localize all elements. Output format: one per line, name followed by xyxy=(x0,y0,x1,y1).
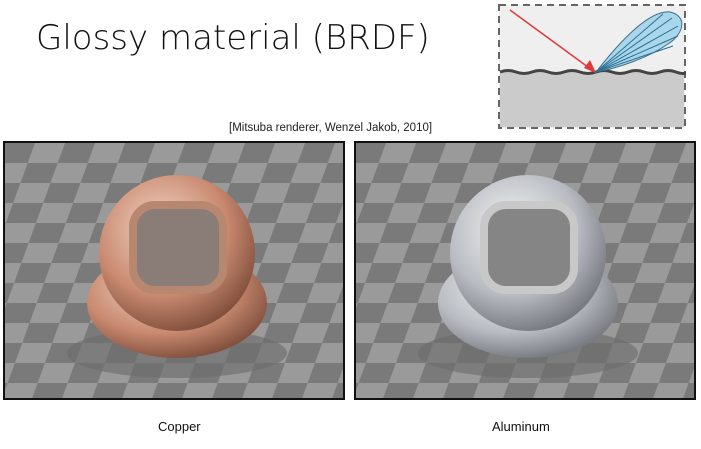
copper-render xyxy=(3,141,345,400)
brdf-diagram xyxy=(498,4,686,129)
aluminum-render xyxy=(354,141,696,400)
image-credit: [Mitsuba renderer, Wenzel Jakob, 2010] xyxy=(229,122,433,134)
slide-title: Glossy material (BRDF) xyxy=(36,18,430,58)
aluminum-caption: Aluminum xyxy=(492,419,550,434)
copper-caption: Copper xyxy=(158,419,201,434)
